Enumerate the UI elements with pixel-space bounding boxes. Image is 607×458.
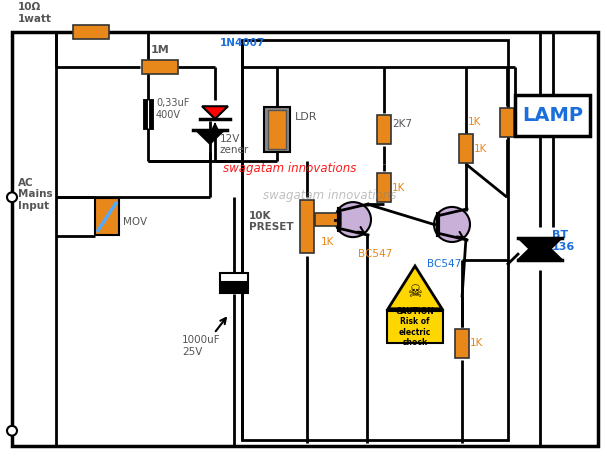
Text: 0,33uF
400V: 0,33uF 400V: [156, 98, 189, 120]
Text: 1K: 1K: [392, 182, 405, 192]
Polygon shape: [388, 266, 442, 309]
Text: 1K: 1K: [467, 117, 481, 127]
Polygon shape: [518, 238, 562, 260]
Circle shape: [7, 426, 17, 436]
Text: 2K7: 2K7: [392, 119, 412, 129]
Bar: [500, 108, 514, 137]
Bar: [73, 25, 109, 38]
Bar: [377, 173, 391, 202]
Bar: [220, 273, 248, 282]
Bar: [268, 109, 286, 148]
Bar: [95, 198, 119, 235]
Text: 12V
zener: 12V zener: [220, 134, 249, 155]
Text: 1N4007: 1N4007: [220, 38, 265, 48]
Bar: [142, 60, 178, 74]
Circle shape: [335, 202, 371, 237]
Bar: [242, 39, 508, 441]
Bar: [300, 200, 314, 253]
Text: ☠: ☠: [407, 283, 422, 300]
Bar: [387, 311, 443, 343]
Polygon shape: [518, 238, 562, 260]
Text: MOV: MOV: [123, 217, 147, 227]
Bar: [459, 134, 473, 163]
Polygon shape: [202, 106, 228, 119]
Bar: [264, 107, 290, 152]
Circle shape: [7, 192, 17, 202]
Text: CAUTION
Risk of
electric
shock: CAUTION Risk of electric shock: [396, 307, 435, 347]
Text: BC547: BC547: [427, 258, 461, 268]
Bar: [220, 284, 248, 293]
Text: AC
Mains
Input: AC Mains Input: [18, 178, 53, 211]
Text: 1K: 1K: [470, 338, 483, 348]
Bar: [455, 328, 469, 358]
Text: LAMP: LAMP: [523, 106, 583, 125]
Bar: [377, 114, 391, 144]
Text: 10Ω
1watt: 10Ω 1watt: [18, 2, 52, 24]
Text: BT
136: BT 136: [552, 230, 575, 252]
Text: 1M: 1M: [151, 45, 169, 55]
Polygon shape: [196, 130, 224, 144]
Bar: [515, 95, 591, 136]
Circle shape: [434, 207, 470, 242]
Text: 1K: 1K: [321, 237, 334, 247]
Text: swagatam innovations: swagatam innovations: [223, 162, 357, 174]
Text: LDR: LDR: [295, 113, 317, 122]
Text: BC547: BC547: [358, 249, 392, 259]
Text: 10K
PRESET: 10K PRESET: [249, 211, 294, 232]
Text: 1K: 1K: [474, 143, 487, 153]
Bar: [315, 213, 341, 226]
Text: 1000uF
25V: 1000uF 25V: [182, 335, 220, 357]
Text: swagatam innovations: swagatam innovations: [263, 189, 397, 202]
